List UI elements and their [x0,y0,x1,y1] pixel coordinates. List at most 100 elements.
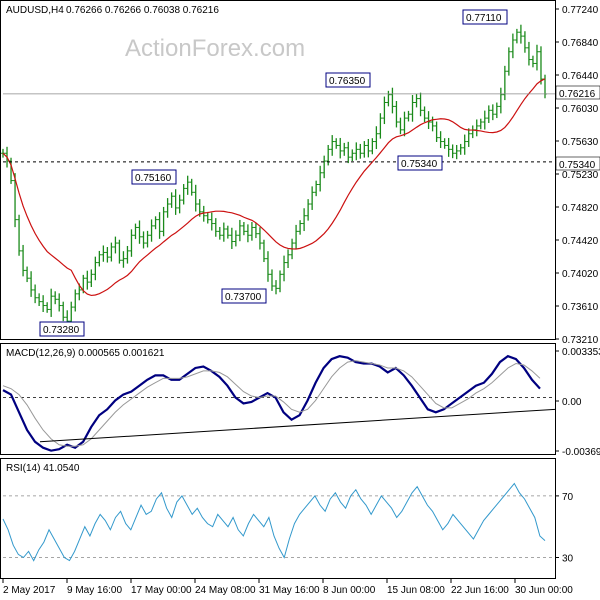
price-bar [358,143,363,159]
price-bar [394,100,399,128]
price-bar [506,47,511,76]
price-bar [386,90,391,107]
price-bar [458,143,463,155]
watermark-logo: ActionForex.com [125,35,305,62]
price-bar [494,102,499,119]
price-bar [245,224,250,243]
rsi-line [2,482,546,562]
macd-y-tick: -0.003695 [562,447,600,458]
price-bar [121,251,126,268]
header-symbol: AUDUSD,H4 [6,5,64,16]
annotation-label: 0.73280 [43,325,80,336]
macd-series [2,354,556,452]
price-bar [217,226,222,240]
support-level-tag: 0.75340 [555,156,600,171]
price-bar [282,255,287,282]
header-ohlc: 0.76266 0.76266 0.76038 0.76216 [66,5,219,16]
price-bar [374,126,379,150]
price-bar [181,184,186,205]
macd-y-tick: 0.003353 [562,347,600,358]
x-tick-label: 24 May 08:00 [195,585,256,596]
price-bar [438,131,443,148]
price-bar [89,269,94,288]
price-y-tick: 0.76030 [562,104,599,115]
price-bar [177,194,182,214]
price-bar [13,173,18,228]
price-bar [490,104,495,121]
price-annotation: 0.73700 [221,288,267,304]
price-bar [109,242,114,262]
x-tick-label: 17 May 00:00 [131,585,192,596]
annotation-label: 0.73700 [225,292,262,303]
price-bar [462,134,467,155]
price-bar [57,293,62,312]
price-bar [77,283,82,301]
price-bar [113,236,118,254]
price-bar [426,111,431,129]
price-bar [442,138,447,149]
macd-trendline [39,408,556,443]
price-bar [406,110,411,122]
rsi-panel [0,458,556,579]
price-bar [45,302,50,313]
price-bar [370,138,375,155]
macd-line [2,354,541,452]
rsi-title: RSI(14) 41.0540 [6,463,80,474]
price-bar [526,41,531,66]
svg-text:0.76216: 0.76216 [559,89,596,100]
price-bar [298,220,303,235]
price-bar [149,219,154,242]
price-bar [342,142,347,156]
price-bar [153,216,158,230]
price-bar [17,214,22,256]
price-bar [37,293,42,307]
price-bar [225,225,230,239]
price-bar [486,105,491,124]
price-bar [314,180,319,197]
price-bar [430,116,435,132]
price-bar [446,137,451,157]
price-bar [173,189,178,215]
price-bar [213,218,218,237]
price-bar [362,141,367,158]
price-bar [410,94,415,122]
price-bar [209,212,214,231]
price-bar [73,289,78,312]
price-y-tick: 0.74820 [562,203,599,214]
price-bar [454,144,459,160]
x-tick-label: 15 Jun 08:00 [387,585,445,596]
price-bar [221,222,226,242]
price-bar [274,280,279,295]
rsi-y-tick: 70 [562,492,574,503]
price-bar [61,301,66,322]
price-bar [125,245,130,264]
price-bar [165,198,170,218]
price-bar [269,269,274,291]
price-bar [265,251,270,282]
price-annotation: 0.75160 [131,169,177,185]
price-bar [261,239,266,263]
price-bar [366,138,371,158]
rsi-y-tick: 30 [562,554,574,565]
price-bar [229,227,234,250]
price-bar [286,249,291,269]
price-bar [466,128,471,147]
price-bar [530,55,535,68]
price-bar [354,142,359,161]
price-bar [41,295,46,312]
price-y-tick: 0.74020 [562,269,599,280]
annotation-label: 0.76350 [329,76,366,87]
price-annotation: 0.76350 [325,72,371,88]
price-bar [346,141,351,164]
annotation-label: 0.77110 [466,13,502,24]
price-bar [514,28,519,44]
price-bar [390,87,395,114]
price-bar [25,266,30,283]
price-bar [253,223,258,239]
price-annotation: 0.73280 [39,321,85,337]
price-bar [398,117,403,135]
price-bar [510,33,515,59]
price-bar [478,118,483,130]
